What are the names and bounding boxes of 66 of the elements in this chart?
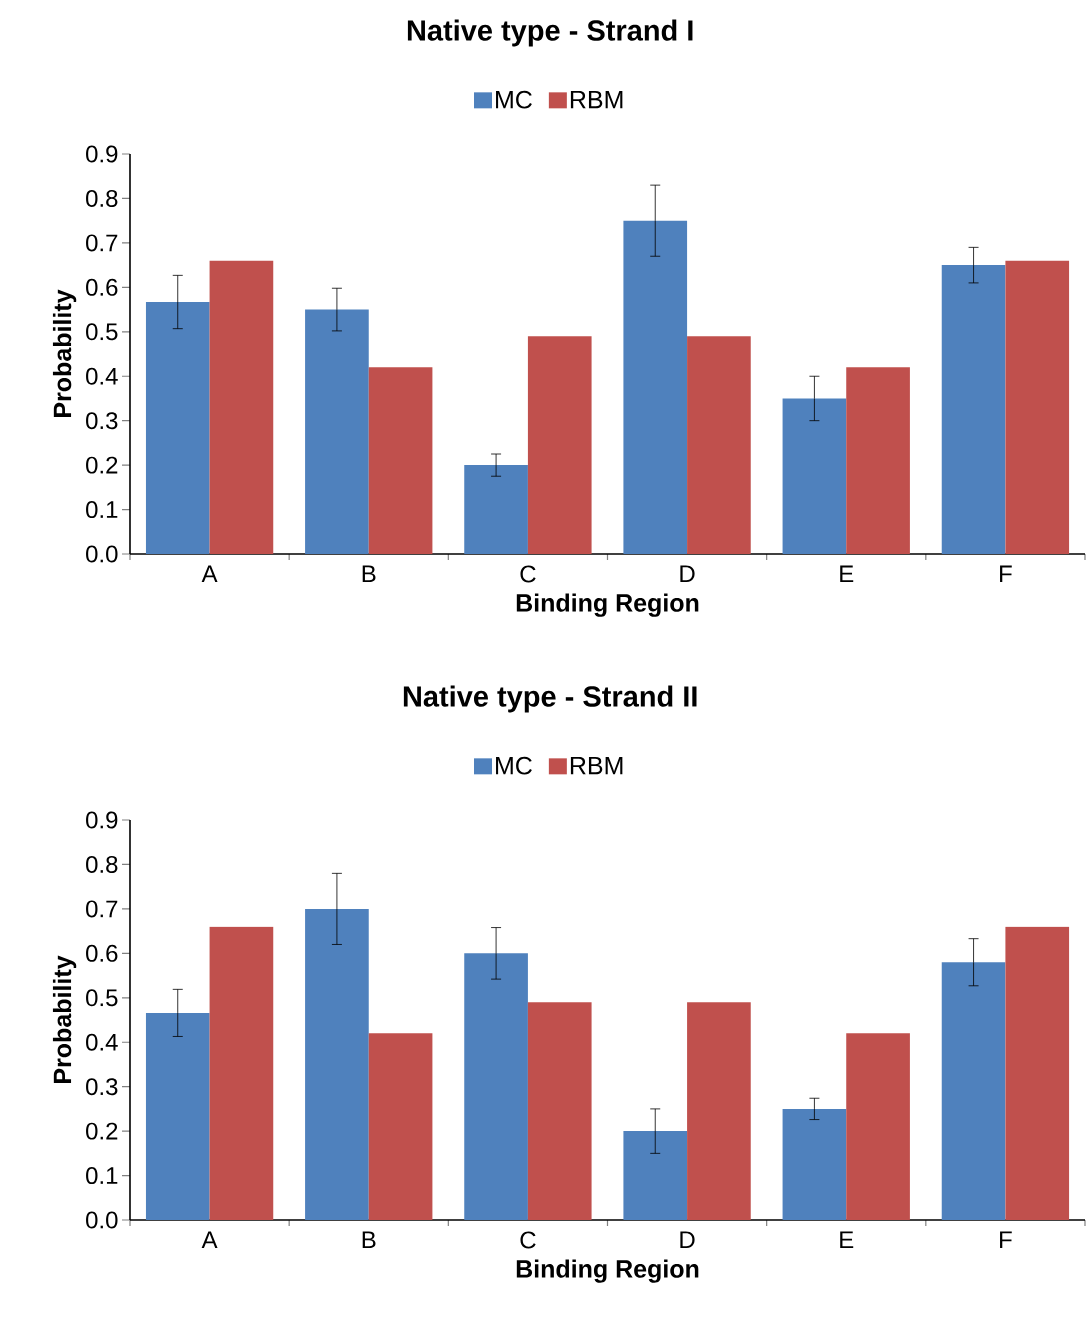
- bar: [464, 953, 528, 1221]
- y-tick-label: 0.2: [86, 1122, 118, 1140]
- x-tick-label: C: [520, 1231, 536, 1249]
- bar: [305, 309, 369, 555]
- legend-label: RBM: [570, 756, 623, 775]
- y-tick-label: 0.0: [86, 545, 118, 563]
- x-tick-label: D: [680, 1231, 695, 1249]
- bar: [368, 1033, 433, 1221]
- x-tick-label: A: [201, 565, 218, 583]
- bar: [623, 220, 688, 555]
- y-tick-label: 0.7: [86, 234, 118, 252]
- y-tick-label: 0.6: [86, 944, 118, 962]
- bar: [623, 1131, 688, 1221]
- bar: [687, 1002, 751, 1221]
- y-tick-label: 0.3: [86, 412, 118, 430]
- bar: [846, 367, 910, 555]
- bar: [941, 962, 1006, 1221]
- y-tick-label: 0.2: [86, 456, 118, 474]
- x-tick-label: E: [840, 1231, 854, 1249]
- legend-label: RBM: [570, 90, 623, 109]
- y-tick-label: 0.1: [86, 1167, 118, 1185]
- bar: [846, 1033, 910, 1221]
- legend-label: MC: [496, 90, 532, 109]
- x-axis-title: Binding Region: [516, 1259, 699, 1283]
- y-tick-label: 0.0: [86, 1211, 118, 1229]
- y-tick-label: 0.6: [86, 278, 118, 296]
- x-tick-label: B: [362, 1231, 376, 1249]
- bar: [209, 260, 274, 555]
- bar: [1005, 260, 1070, 555]
- y-axis-title: Probability: [52, 289, 77, 417]
- y-tick-label: 0.4: [86, 367, 118, 385]
- y-tick-label: 0.8: [86, 855, 118, 873]
- bar: [368, 367, 433, 555]
- x-tick-label: A: [201, 1231, 218, 1249]
- chart-title: Native type - Strand I: [407, 19, 693, 47]
- x-tick-label: E: [840, 565, 854, 583]
- y-tick-label: 0.1: [86, 501, 118, 519]
- chart-title: Native type - Strand II: [403, 685, 697, 713]
- x-tick-label: F: [1000, 1231, 1012, 1249]
- x-tick-label: D: [680, 565, 695, 583]
- y-tick-label: 0.3: [86, 1078, 118, 1096]
- y-tick-label: 0.9: [86, 145, 118, 163]
- x-tick-label: F: [1000, 565, 1012, 583]
- bar: [145, 302, 210, 555]
- bar: [782, 398, 847, 555]
- x-axis-title: Binding Region: [516, 593, 699, 617]
- y-tick-label: 0.9: [86, 811, 118, 829]
- bar: [1005, 926, 1070, 1221]
- y-tick-label: 0.4: [86, 1033, 118, 1051]
- y-tick-label: 0.5: [86, 989, 118, 1007]
- bar: [687, 336, 751, 555]
- bar: [941, 265, 1006, 555]
- bar: [464, 465, 528, 555]
- y-tick-label: 0.7: [86, 900, 118, 918]
- bar: [209, 926, 274, 1221]
- bar: [145, 1012, 210, 1221]
- bar: [782, 1108, 847, 1221]
- y-tick-label: 0.8: [86, 189, 118, 207]
- x-tick-label: C: [520, 565, 536, 583]
- y-axis-title: Probability: [52, 955, 77, 1083]
- bar: [305, 908, 369, 1221]
- bar: [527, 1002, 592, 1221]
- y-tick-label: 0.5: [86, 323, 118, 341]
- legend-label: MC: [496, 756, 532, 775]
- bar: [527, 336, 592, 555]
- x-tick-label: B: [362, 565, 376, 583]
